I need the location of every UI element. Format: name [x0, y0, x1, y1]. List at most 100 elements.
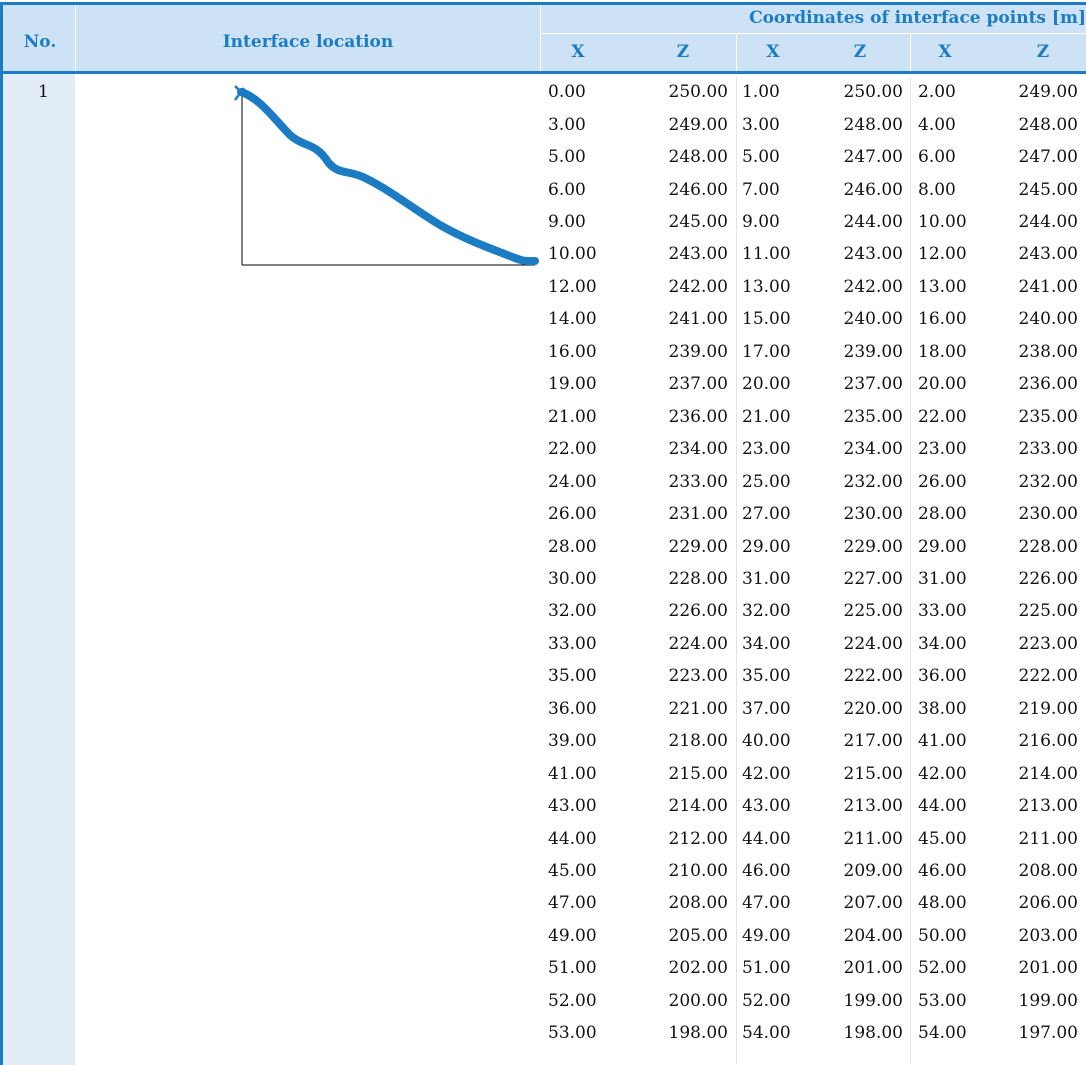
x-value: 23.00	[918, 439, 967, 460]
header-column: Z	[853, 42, 867, 62]
z-value: 221.00	[668, 698, 728, 719]
x-value: 12.00	[918, 244, 967, 265]
x-value: 48.00	[918, 893, 967, 914]
z-value: 229.00	[843, 536, 903, 557]
z-value: 234.00	[668, 439, 728, 460]
z-value: 236.00	[1018, 374, 1078, 395]
z-value: 211.00	[1018, 828, 1078, 849]
header-separator	[540, 5, 541, 71]
x-value: 36.00	[548, 698, 597, 719]
z-value: 214.00	[1018, 763, 1078, 784]
x-value: 50.00	[918, 925, 967, 946]
x-value: 0.00	[548, 82, 586, 103]
x-value: 39.00	[548, 731, 597, 752]
x-value: 18.00	[918, 341, 967, 362]
x-value: 31.00	[742, 568, 791, 589]
z-value: 246.00	[668, 179, 728, 200]
x-value: 13.00	[742, 276, 791, 297]
z-value: 198.00	[843, 1023, 903, 1044]
z-value: 215.00	[668, 763, 728, 784]
z-value: 242.00	[668, 276, 728, 297]
header-column: Z	[1036, 42, 1050, 62]
row-number: 1	[38, 82, 49, 102]
x-value: 42.00	[918, 763, 967, 784]
z-value: 225.00	[1018, 601, 1078, 622]
x-value: 16.00	[548, 341, 597, 362]
z-value: 230.00	[843, 504, 903, 525]
left-border	[0, 2, 3, 1065]
z-value: 239.00	[843, 341, 903, 362]
x-value: 25.00	[742, 471, 791, 492]
z-value: 226.00	[1018, 568, 1078, 589]
x-value: 15.00	[742, 309, 791, 330]
x-value: 23.00	[742, 439, 791, 460]
x-value: 33.00	[548, 633, 597, 654]
z-value: 230.00	[1018, 504, 1078, 525]
x-value: 51.00	[742, 958, 791, 979]
z-value: 233.00	[668, 471, 728, 492]
header-bottom-border	[0, 71, 1086, 74]
top-border	[0, 2, 1086, 5]
z-value: 208.00	[668, 893, 728, 914]
z-value: 235.00	[843, 406, 903, 427]
z-value: 222.00	[1018, 666, 1078, 687]
header-column: X	[766, 42, 780, 62]
z-value: 200.00	[668, 990, 728, 1011]
z-value: 204.00	[843, 925, 903, 946]
z-value: 238.00	[1018, 341, 1078, 362]
x-value: 32.00	[548, 601, 597, 622]
header-separator	[540, 33, 1086, 34]
x-value: 22.00	[548, 439, 597, 460]
x-value: 40.00	[742, 731, 791, 752]
x-value: 5.00	[548, 147, 586, 168]
x-value: 11.00	[742, 244, 791, 265]
x-value: 54.00	[918, 1023, 967, 1044]
z-value: 208.00	[1018, 861, 1078, 882]
z-value: 248.00	[668, 147, 728, 168]
x-value: 46.00	[918, 861, 967, 882]
column-separator	[910, 76, 911, 1065]
x-value: 10.00	[548, 244, 597, 265]
z-value: 206.00	[1018, 893, 1078, 914]
x-value: 49.00	[548, 925, 597, 946]
x-value: 52.00	[918, 958, 967, 979]
x-value: 45.00	[548, 861, 597, 882]
z-value: 244.00	[1018, 212, 1078, 233]
x-value: 37.00	[742, 698, 791, 719]
z-value: 243.00	[843, 244, 903, 265]
header-location: Interface location	[222, 32, 394, 52]
z-value: 245.00	[668, 212, 728, 233]
x-value: 43.00	[742, 796, 791, 817]
x-value: 52.00	[742, 990, 791, 1011]
x-value: 14.00	[548, 309, 597, 330]
z-value: 241.00	[1018, 276, 1078, 297]
z-value: 203.00	[1018, 925, 1078, 946]
x-value: 42.00	[742, 763, 791, 784]
z-value: 243.00	[1018, 244, 1078, 265]
z-value: 250.00	[668, 82, 728, 103]
column-separator	[736, 76, 737, 1065]
z-value: 213.00	[1018, 796, 1078, 817]
z-value: 211.00	[843, 828, 903, 849]
x-value: 32.00	[742, 601, 791, 622]
z-value: 205.00	[668, 925, 728, 946]
x-value: 8.00	[918, 179, 956, 200]
z-value: 209.00	[843, 861, 903, 882]
x-value: 20.00	[742, 374, 791, 395]
x-value: 45.00	[918, 828, 967, 849]
interface-diagram	[234, 85, 539, 266]
z-value: 228.00	[668, 568, 728, 589]
z-value: 226.00	[668, 601, 728, 622]
x-value: 33.00	[918, 601, 967, 622]
x-value: 34.00	[742, 633, 791, 654]
x-value: 2.00	[918, 82, 956, 103]
x-value: 3.00	[548, 114, 586, 135]
z-value: 240.00	[843, 309, 903, 330]
header-coordinates: Coordinates of interface points [m]	[749, 8, 1086, 28]
x-value: 28.00	[918, 504, 967, 525]
z-value: 223.00	[1018, 633, 1078, 654]
z-value: 201.00	[843, 958, 903, 979]
header-separator	[910, 34, 911, 71]
header-column: Z	[676, 42, 690, 62]
x-value: 38.00	[918, 698, 967, 719]
